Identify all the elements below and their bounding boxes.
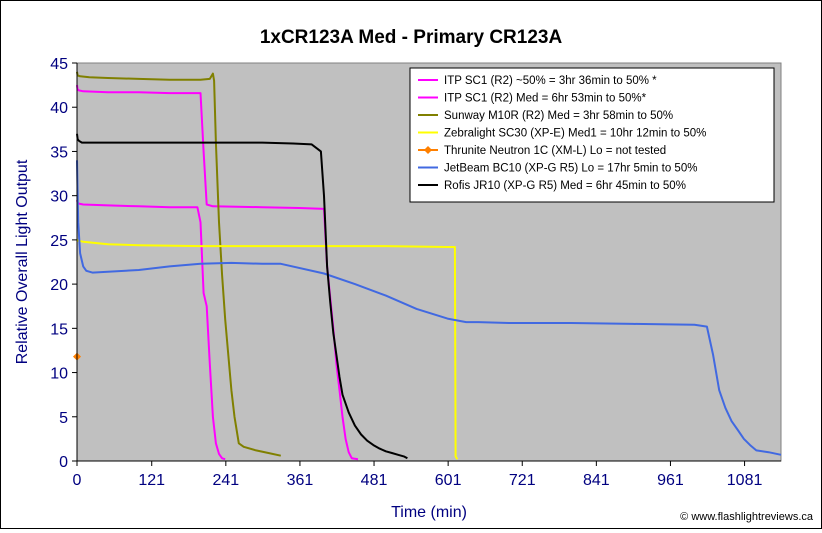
legend-label-1: ITP SC1 (R2) Med = 6hr 53min to 50%* (444, 93, 647, 105)
y-tick-label: 40 (50, 100, 68, 117)
y-tick-label: 25 (50, 233, 68, 250)
legend: ITP SC1 (R2) ~50% = 3hr 36min to 50% * IT… (409, 67, 775, 203)
x-tick-label: 361 (287, 472, 314, 489)
x-tick-label: 961 (657, 472, 684, 489)
x-tick-label: 601 (435, 472, 462, 489)
legend-label-4: Thrunite Neutron 1C (XM-L) Lo = not test… (444, 145, 666, 157)
x-tick-label: 1081 (727, 472, 763, 489)
legend-label-2: Sunway M10R (R2) Med = 3hr 58min to 50% (444, 110, 673, 122)
x-axis-label: Time (min) (391, 504, 467, 521)
x-tick-label: 0 (73, 472, 82, 489)
y-tick-label: 0 (59, 454, 68, 471)
y-tick-label: 30 (50, 189, 68, 206)
legend-marker-4 (424, 146, 432, 154)
y-tick-label: 10 (50, 366, 68, 383)
series-lines (73, 71, 782, 461)
x-tick-label: 841 (583, 472, 610, 489)
series-line-3 (76, 239, 459, 460)
legend-label-6: Rofis JR10 (XP-G R5) Med = 6hr 45min to … (444, 180, 686, 192)
y-axis-label: Relative Overall Light Output (14, 159, 31, 364)
y-tick-label: 5 (59, 410, 68, 427)
x-tick-label: 121 (138, 472, 165, 489)
series-line-5 (76, 160, 782, 456)
chart-title: 1xCR123A Med - Primary CR123A (260, 27, 563, 48)
series-line-0 (76, 199, 226, 461)
watermark: © www.flashlightreviews.ca (680, 511, 814, 523)
y-tick-label: 15 (50, 321, 68, 338)
y-tick-label: 35 (50, 144, 68, 161)
y-tick-label: 20 (50, 277, 68, 294)
legend-label-3: Zebralight SC30 (XP-E) Med1 = 10hr 12min… (444, 128, 706, 140)
y-axis: 0 5 10 15 20 25 30 35 40 45 (50, 56, 77, 471)
x-tick-label: 241 (212, 472, 239, 489)
legend-label-0: ITP SC1 (R2) ~50% = 3hr 36min to 50% * (444, 75, 657, 87)
series-line-6 (76, 133, 408, 460)
legend-label-5: JetBeam BC10 (XP-G R5) Lo = 17hr 5min to… (444, 163, 697, 175)
x-tick-label: 481 (361, 472, 388, 489)
series-line-1 (76, 84, 359, 461)
x-axis: 0 121 241 361 481 601 721 841 961 1081 (73, 461, 763, 489)
legend-box (409, 67, 775, 203)
y-tick-label: 45 (50, 56, 68, 73)
x-tick-label: 721 (509, 472, 536, 489)
